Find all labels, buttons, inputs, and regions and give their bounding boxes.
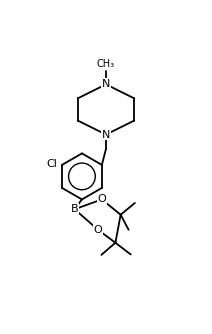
Text: B: B <box>71 204 78 214</box>
Text: N: N <box>102 130 110 140</box>
Text: N: N <box>102 79 110 90</box>
Text: Cl: Cl <box>46 159 57 169</box>
Text: CH₃: CH₃ <box>97 59 115 69</box>
Text: O: O <box>94 225 102 235</box>
Text: O: O <box>98 194 106 204</box>
